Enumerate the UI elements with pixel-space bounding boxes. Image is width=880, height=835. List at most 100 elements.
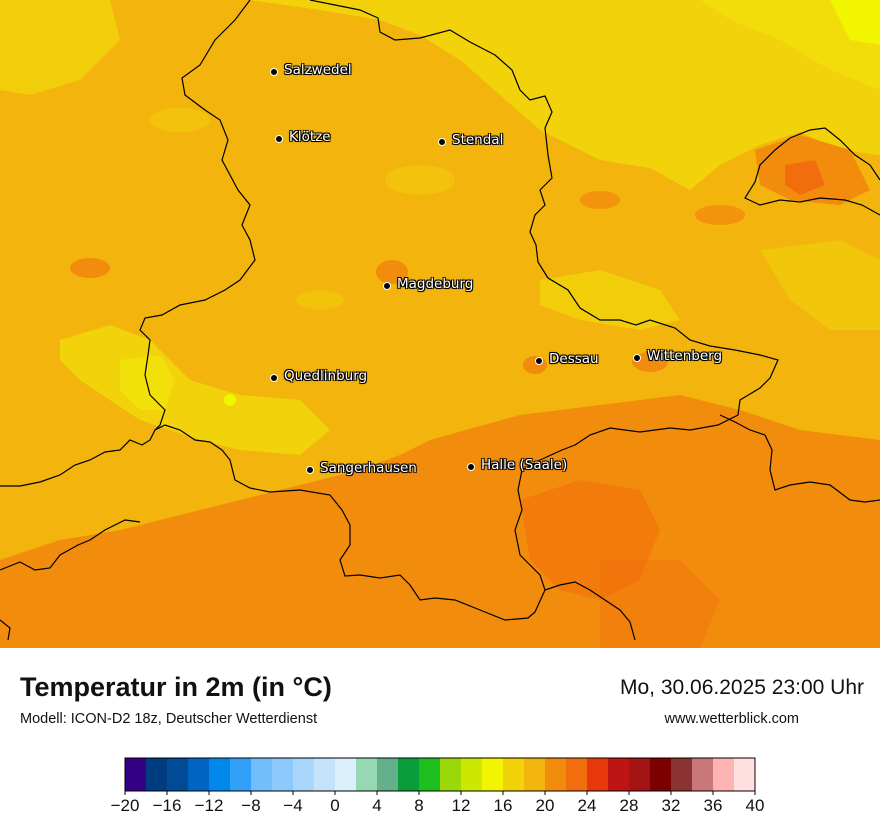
legend-swatch [419,758,441,791]
warm-zone-northwest [0,0,120,95]
legend-tick-label: 32 [662,796,681,815]
hot-core-berlin [785,160,825,195]
legend-swatch [524,758,546,791]
legend-swatch [587,758,609,791]
legend-tick-label: −20 [111,796,140,815]
legend-tick-label: −4 [283,796,302,815]
legend-tick-label: −8 [241,796,260,815]
legend-swatch [713,758,735,791]
legend-tick-label: 40 [746,796,765,815]
legend-tick-label: 28 [620,796,639,815]
moderate-zone-southwest [0,460,220,545]
legend-tick-label: 0 [330,796,339,815]
city-label: Stendal [452,132,504,148]
state-border-sachsen-anhalt [0,0,779,621]
warm-zone-southwest [60,325,330,455]
city-marker-icon [535,357,543,365]
city-label: Klötze [289,129,331,145]
legend-tick-label: 4 [372,796,381,815]
legend-swatch [356,758,378,791]
borders [0,0,880,641]
city-label: Halle (Saale) [481,457,568,473]
legend-swatch [629,758,651,791]
city-label: Quedlinburg [284,368,368,384]
forecast-datetime: Mo, 30.06.2025 23:00 Uhr [619,676,864,699]
legend-scale: −20 −16 −12 −8 −4 0 4 8 12 16 20 24 28 32 36 40 [111,757,765,815]
legend-swatch [566,758,588,791]
city-label: Salzwedel [284,62,352,78]
warm-patch [385,165,455,195]
legend-swatch [461,758,483,791]
city-label: Dessau [549,351,599,367]
legend-swatch [608,758,630,791]
legend-tick-label: 8 [414,796,423,815]
city-marker-icon [633,354,641,362]
city-marker-icon [383,282,391,290]
hot-patch [580,191,620,209]
hot-patch-south [520,480,660,600]
mild-patch-northeast [830,0,880,45]
legend-swatch [293,758,315,791]
hot-patch [2,582,58,618]
legend-swatch [692,758,714,791]
hot-patch [70,258,110,278]
state-border-south [544,581,636,641]
hot-patch-southwest [190,515,270,580]
legend-tick-label: 20 [536,796,555,815]
city-label: Magdeburg [397,276,474,292]
legend-swatch [734,758,756,791]
city-marker-icon [438,138,446,146]
legend-swatch [251,758,273,791]
legend-tick-label: 12 [452,796,471,815]
city-marker-icon [275,135,283,143]
warm-patch [150,108,210,132]
map-canvas [0,0,880,648]
hot-patch-magdeburg [376,260,408,284]
warm-zone-far-east [760,240,880,330]
hot-patch [695,205,745,225]
legend-swatch [188,758,210,791]
legend-swatch [335,758,357,791]
legend-tick-label: 36 [704,796,723,815]
hot-zone-south [0,395,880,648]
model-source: Modell: ICON-D2 18z, Deutscher Wetterdie… [20,711,318,727]
legend-tick-label: −12 [195,796,224,815]
map-title: Temperatur in 2m (in °C) [20,672,332,702]
color-legend: −20 −16 −12 −8 −4 0 4 8 12 16 20 24 28 32 36 40 [0,740,880,830]
legend-frame [124,757,756,792]
legend-swatch [440,758,462,791]
legend-swatch [377,758,399,791]
warm-zone-northeast [700,0,880,90]
legend-swatch [650,758,672,791]
state-border-berlin [744,127,880,216]
legend-swatch [314,758,336,791]
legend-tick-label: 24 [578,796,597,815]
warm-zone-harz [120,355,175,410]
legend-swatch [503,758,525,791]
legend-swatch [671,758,693,791]
legend-swatch [146,758,168,791]
legend-swatch [167,758,189,791]
legend-swatch [398,758,420,791]
mild-patch [224,394,236,406]
city-marker-icon [270,68,278,76]
legend-tick-label: 16 [494,796,513,815]
temperature-map: Salzwedel Klötze Stendal Magdeburg Dessa… [0,0,880,648]
hot-patch-wittenberg [632,352,668,372]
legend-tick-label: −16 [153,796,182,815]
warm-zone-east [540,270,680,330]
state-border-corner [0,619,11,641]
hot-patch-halle [430,465,490,515]
website-link[interactable]: www.wetterblick.com [664,711,799,727]
state-border-southeast [719,414,880,503]
legend-swatch [209,758,231,791]
state-border-west [139,0,256,431]
city-label: Sangerhausen [320,460,417,476]
warm-zone-north [0,0,880,190]
city-marker-icon [306,466,314,474]
city-marker-icon [467,463,475,471]
legend-swatch [545,758,567,791]
legend-swatch [230,758,252,791]
city-marker-icon [270,374,278,382]
state-border-southwest [0,519,141,571]
